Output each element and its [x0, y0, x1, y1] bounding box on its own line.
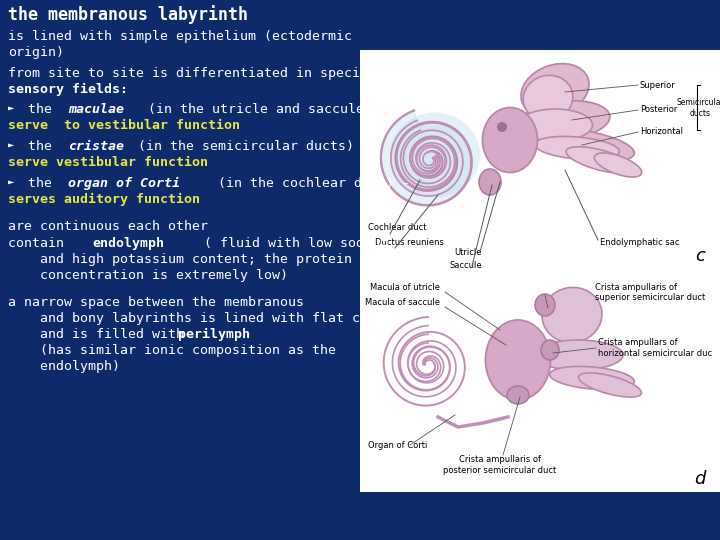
Text: endolymph: endolymph — [92, 237, 164, 250]
Text: the: the — [28, 140, 60, 153]
Ellipse shape — [521, 64, 589, 116]
Text: perilymph: perilymph — [178, 328, 250, 341]
Ellipse shape — [535, 294, 555, 316]
Ellipse shape — [566, 147, 634, 173]
Text: (in the cochlear duct) -: (in the cochlear duct) - — [210, 177, 410, 190]
FancyBboxPatch shape — [360, 50, 720, 270]
Ellipse shape — [542, 287, 602, 342]
Ellipse shape — [594, 153, 642, 177]
Ellipse shape — [520, 100, 610, 139]
Ellipse shape — [541, 340, 559, 360]
Text: ►: ► — [8, 177, 14, 187]
Text: maculae: maculae — [68, 103, 124, 116]
Text: c: c — [695, 247, 705, 265]
Text: is lined with simple epithelium (ectodermic
origin): is lined with simple epithelium (ectoder… — [8, 30, 352, 59]
Ellipse shape — [507, 386, 529, 404]
Ellipse shape — [479, 169, 501, 195]
FancyBboxPatch shape — [360, 270, 720, 492]
Text: Posterior: Posterior — [640, 105, 678, 114]
Text: Utricle: Utricle — [454, 248, 482, 257]
Text: ►: ► — [8, 140, 14, 150]
Ellipse shape — [535, 137, 619, 159]
Text: Macula of saccule: Macula of saccule — [365, 298, 440, 307]
Text: Crista ampullaris of: Crista ampullaris of — [595, 283, 677, 292]
Ellipse shape — [579, 373, 642, 397]
Text: contain: contain — [8, 237, 72, 250]
Ellipse shape — [482, 107, 538, 172]
Text: the: the — [28, 177, 60, 190]
Text: (has similar ionic composition as the: (has similar ionic composition as the — [8, 344, 336, 357]
Text: and high potassium content; the protein: and high potassium content; the protein — [8, 253, 352, 266]
Text: Macula of utricle: Macula of utricle — [370, 283, 440, 292]
Text: sensory fields:: sensory fields: — [8, 83, 128, 96]
Text: Semicircular
ducts: Semicircular ducts — [676, 98, 720, 118]
Text: Saccule: Saccule — [450, 261, 482, 270]
Text: Ductus reuniens: Ductus reuniens — [375, 238, 444, 247]
Text: organ of Corti: organ of Corti — [68, 177, 180, 190]
Ellipse shape — [485, 320, 551, 400]
Text: Endolymphatic sac: Endolymphatic sac — [600, 238, 680, 247]
Polygon shape — [381, 111, 472, 205]
Ellipse shape — [533, 340, 623, 370]
Ellipse shape — [390, 112, 480, 198]
Text: and is filled with: and is filled with — [8, 328, 192, 341]
Ellipse shape — [523, 75, 573, 120]
Text: ( fluid with low sodium: ( fluid with low sodium — [196, 237, 388, 250]
Text: Cochlear duct: Cochlear duct — [368, 223, 426, 232]
Text: cristae: cristae — [68, 140, 124, 153]
Text: horizontal semicircular duc: horizontal semicircular duc — [598, 349, 712, 358]
Text: endolymph): endolymph) — [8, 360, 120, 373]
Text: serve  to vestibular function: serve to vestibular function — [8, 119, 240, 132]
Text: Organ of Corti: Organ of Corti — [368, 441, 428, 450]
Text: (in the semicircular ducts): (in the semicircular ducts) — [130, 140, 354, 153]
Text: from site to site is differentiated in specialized: from site to site is differentiated in s… — [8, 67, 408, 80]
Text: and bony labyrinths is lined with flat cells -: and bony labyrinths is lined with flat c… — [8, 312, 408, 325]
Ellipse shape — [536, 129, 634, 161]
Text: Horizontal: Horizontal — [640, 127, 683, 137]
Text: superior semicircular duct: superior semicircular duct — [595, 293, 706, 302]
Text: Superior: Superior — [640, 80, 676, 90]
Text: serves auditory function: serves auditory function — [8, 193, 200, 206]
Text: a narrow space between the membranous: a narrow space between the membranous — [8, 296, 304, 309]
Text: are continuous each other: are continuous each other — [8, 220, 208, 233]
Ellipse shape — [549, 367, 634, 389]
Circle shape — [497, 122, 507, 132]
Text: concentration is extremely low): concentration is extremely low) — [8, 269, 288, 282]
Text: Crista ampullars of: Crista ampullars of — [598, 338, 678, 347]
Text: serve vestibular function: serve vestibular function — [8, 156, 208, 169]
Text: ►: ► — [8, 103, 14, 113]
Text: Crista ampullaris of: Crista ampullaris of — [459, 455, 541, 464]
Text: (in the utricle and saccule) -: (in the utricle and saccule) - — [140, 103, 388, 116]
Text: the: the — [28, 103, 60, 116]
Ellipse shape — [518, 109, 593, 141]
Text: d: d — [694, 470, 706, 488]
Text: the membranous labyrinth: the membranous labyrinth — [8, 5, 248, 24]
Text: posterior semicircular duct: posterior semicircular duct — [444, 466, 557, 475]
